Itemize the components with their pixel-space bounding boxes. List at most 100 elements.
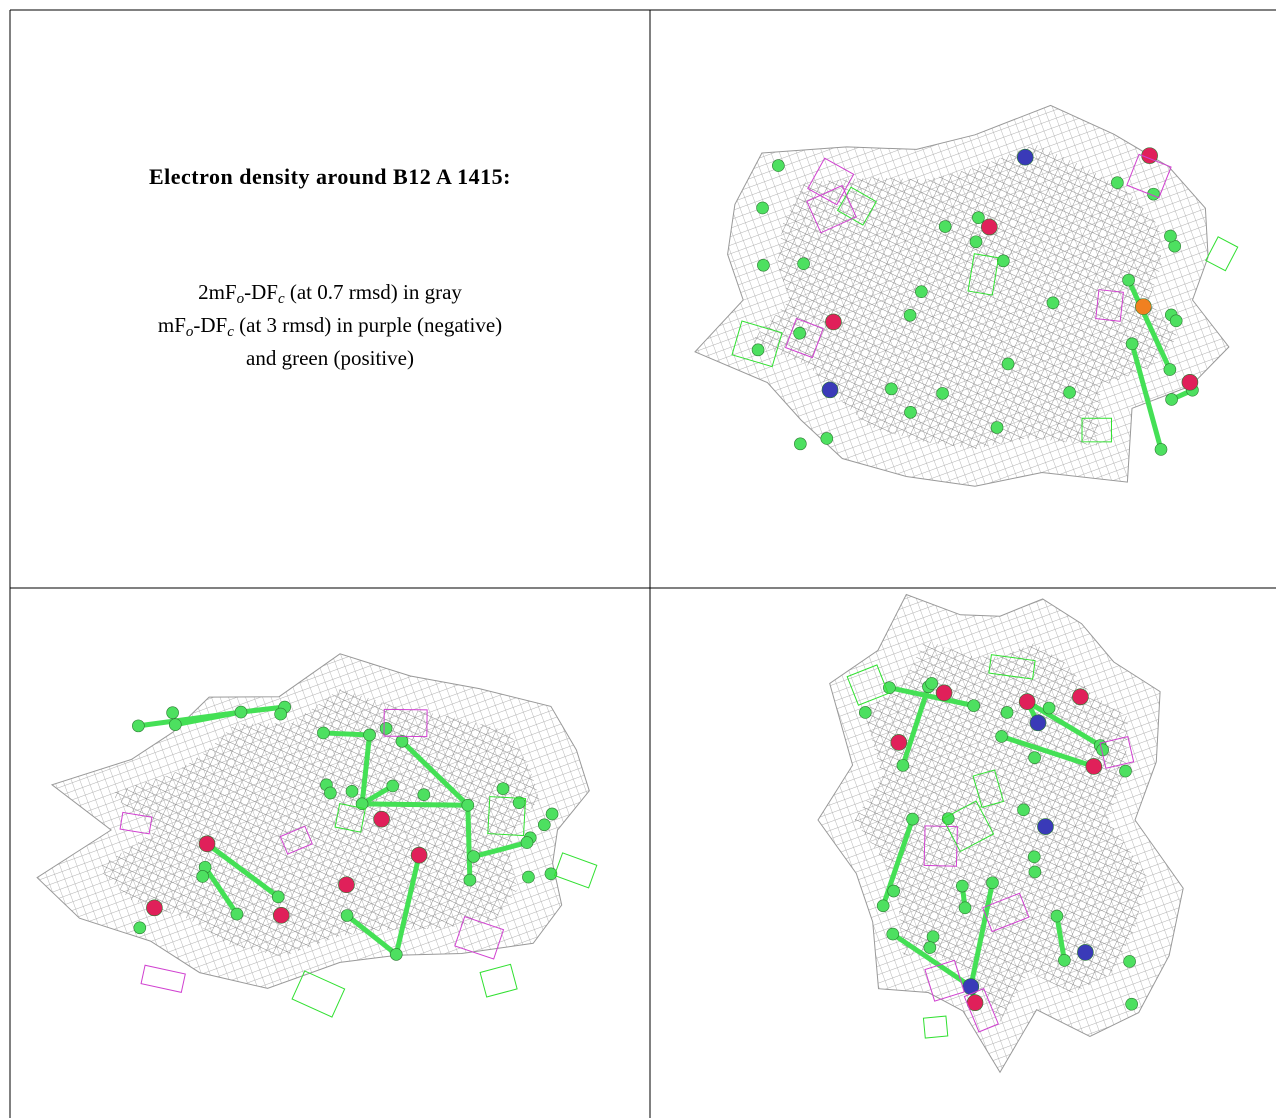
atom <box>373 810 390 828</box>
difference-mesh <box>942 800 995 853</box>
difference-mesh <box>731 320 783 368</box>
atom <box>1123 955 1136 968</box>
difference-mesh <box>119 811 153 835</box>
atom <box>168 718 182 731</box>
atom <box>751 343 765 357</box>
difference-mesh <box>807 157 855 206</box>
caption-text: and green (positive) <box>246 346 414 370</box>
atom <box>969 235 983 249</box>
atom <box>825 313 842 331</box>
bond <box>399 738 471 808</box>
caption-text: c <box>227 324 234 340</box>
atom <box>997 254 1010 268</box>
difference-mesh <box>988 654 1036 680</box>
difference-mesh <box>963 987 999 1033</box>
atom <box>132 719 145 733</box>
atom <box>538 818 551 832</box>
atom <box>1050 909 1064 923</box>
atom <box>146 899 163 917</box>
atom <box>972 211 985 224</box>
atom <box>544 867 558 881</box>
atom <box>981 218 998 236</box>
atom <box>890 734 908 751</box>
caption-text: (at 0.7 rmsd) in gray <box>284 280 462 304</box>
atom <box>958 901 972 915</box>
atom <box>345 785 359 798</box>
atom <box>986 876 999 890</box>
atom <box>923 941 937 954</box>
difference-mesh <box>334 803 366 833</box>
atom <box>793 326 806 340</box>
atom <box>395 734 409 748</box>
caption-line: 2mFo-DFc (at 0.7 rmsd) in gray <box>12 276 648 309</box>
molecule-render <box>694 104 1239 487</box>
caption-lines: 2mFo-DFc (at 0.7 rmsd) in gray mFo-DFc (a… <box>12 276 648 375</box>
atom <box>1063 386 1076 399</box>
atom <box>166 706 179 720</box>
difference-mesh <box>1099 736 1135 769</box>
atom <box>887 884 900 898</box>
atom <box>1154 443 1168 456</box>
atom <box>467 850 480 863</box>
caption-line: mFo-DFc (at 3 rmsd) in purple (negative) <box>12 309 648 342</box>
difference-mesh <box>846 664 889 706</box>
bond <box>968 880 995 990</box>
atom <box>196 870 209 883</box>
atom <box>274 707 287 721</box>
atom <box>522 870 535 884</box>
atom <box>876 899 890 913</box>
difference-mesh <box>982 892 1030 933</box>
atom <box>886 927 900 941</box>
caption-text: c <box>277 291 285 307</box>
atom <box>1016 148 1034 166</box>
atom <box>904 405 917 419</box>
molecule-render <box>36 653 598 1018</box>
atom <box>756 201 769 215</box>
difference-mesh <box>383 708 428 738</box>
atom <box>967 699 981 712</box>
bond <box>1054 913 1067 963</box>
atom <box>1165 393 1178 406</box>
atom <box>1027 850 1041 864</box>
atom <box>1058 954 1071 967</box>
atom <box>545 807 559 821</box>
atom <box>885 382 898 396</box>
atom <box>1029 714 1047 732</box>
difference-mesh <box>279 825 313 855</box>
bond <box>1126 277 1173 373</box>
atom <box>1163 363 1177 376</box>
atom <box>1164 229 1177 243</box>
bond <box>359 801 471 808</box>
bond <box>204 841 281 900</box>
atom <box>794 437 807 451</box>
bond <box>900 684 931 768</box>
bond <box>238 704 288 715</box>
caption-text: -DF <box>193 313 228 337</box>
atom <box>1000 706 1014 719</box>
density-mesh <box>97 689 540 957</box>
atom <box>1122 273 1135 287</box>
atom <box>1111 176 1124 189</box>
atom <box>915 285 928 298</box>
atom <box>338 876 355 894</box>
grid-lines <box>9 9 1276 1118</box>
difference-mesh <box>1095 289 1124 322</box>
difference-mesh <box>806 184 857 234</box>
difference-mesh <box>923 825 958 867</box>
atom <box>355 797 369 811</box>
atom <box>379 722 393 735</box>
atom <box>1037 818 1054 835</box>
bond <box>172 709 244 728</box>
atom <box>410 846 428 864</box>
difference-mesh <box>922 1015 949 1039</box>
atom <box>1119 764 1132 778</box>
atom <box>463 873 477 887</box>
atom <box>496 782 510 795</box>
atom <box>1181 373 1199 391</box>
atom <box>883 681 896 695</box>
atom <box>234 705 248 719</box>
bond <box>320 730 373 738</box>
atom <box>797 257 810 271</box>
